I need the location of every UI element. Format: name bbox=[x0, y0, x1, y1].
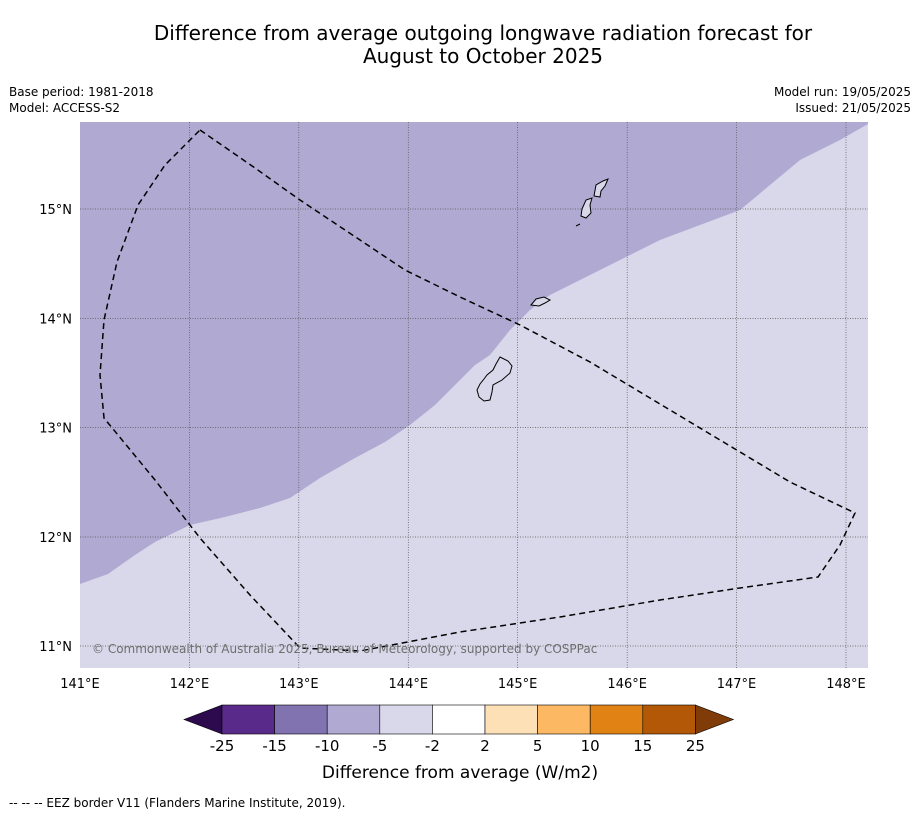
latitude-label: 14°N bbox=[39, 313, 72, 328]
colorbar-bin bbox=[484, 704, 538, 735]
island-saipan bbox=[593, 178, 609, 198]
island-tinian bbox=[580, 197, 593, 219]
colorbar: -25 -15 -10 -5 -2 2 5 10 15 25 bbox=[183, 704, 735, 755]
colorbar-bin bbox=[379, 704, 433, 735]
model-text: Model: ACCESS-S2 bbox=[9, 101, 121, 115]
base-period-text: Base period: 1981-2018 bbox=[9, 85, 154, 99]
longitude-label: 144°E bbox=[389, 677, 429, 692]
colorbar-tick-label: 25 bbox=[686, 737, 705, 755]
island-guam bbox=[476, 356, 513, 402]
colorbar-tick-label: 2 bbox=[480, 737, 490, 755]
title-line-1: Difference from average outgoing longwav… bbox=[153, 21, 813, 45]
colorbar-bin bbox=[326, 704, 381, 735]
longitude-label: 146°E bbox=[607, 677, 647, 692]
colorbar-bin bbox=[642, 704, 696, 735]
meta-right: Model run: 19/05/2025 Issued: 21/05/2025 bbox=[774, 84, 911, 116]
colorbar-bin bbox=[221, 704, 275, 735]
colorbar-tick-label: -5 bbox=[372, 737, 387, 755]
meta-left: Base period: 1981-2018 Model: ACCESS-S2 bbox=[9, 84, 154, 116]
eez-border bbox=[99, 129, 856, 652]
latitude-label: 11°N bbox=[39, 640, 72, 655]
latitude-label: 12°N bbox=[39, 531, 72, 546]
colorbar-bin bbox=[274, 704, 328, 735]
title-line-2: August to October 2025 bbox=[362, 44, 604, 68]
latitude-label: 15°N bbox=[39, 203, 72, 218]
model-run-text: Model run: 19/05/2025 bbox=[773, 85, 911, 99]
longitude-label: 145°E bbox=[498, 677, 538, 692]
dark-region bbox=[80, 122, 868, 584]
colorbar-extend-max bbox=[695, 704, 735, 735]
footnote: -- -- -- EEZ border V11 (Flanders Marine… bbox=[9, 796, 346, 810]
latitude-labels: 15°N 14°N 13°N 12°N 11°N bbox=[39, 203, 72, 655]
light-region-corner bbox=[790, 520, 868, 668]
longitude-label: 141°E bbox=[60, 677, 100, 692]
longitude-label: 147°E bbox=[717, 677, 757, 692]
colorbar-tick-label: 15 bbox=[633, 737, 652, 755]
copyright-text: © Commonwealth of Australia 2025, Bureau… bbox=[92, 642, 597, 656]
issued-text: Issued: 21/05/2025 bbox=[795, 101, 911, 115]
longitude-label: 142°E bbox=[170, 677, 210, 692]
colorbar-bin bbox=[537, 704, 591, 735]
colorbar-bin bbox=[432, 704, 486, 735]
colorbar-tick-label: -10 bbox=[315, 737, 340, 755]
map-panel bbox=[80, 122, 868, 668]
latitude-label: 13°N bbox=[39, 422, 72, 437]
longitude-labels: 141°E 142°E 143°E 144°E 145°E 146°E 147°E 148°E bbox=[60, 677, 866, 692]
longitude-label: 143°E bbox=[279, 677, 319, 692]
colorbar-tick-label: 10 bbox=[581, 737, 600, 755]
colorbar-tick-label: -15 bbox=[262, 737, 287, 755]
colorbar-extend-min bbox=[183, 704, 223, 735]
longitude-label: 148°E bbox=[826, 677, 866, 692]
colorbar-bin bbox=[589, 704, 644, 735]
colorbar-tick-label: 5 bbox=[533, 737, 543, 755]
colorbar-tick-label: -2 bbox=[425, 737, 440, 755]
island-rota bbox=[530, 296, 552, 307]
graticule bbox=[80, 122, 868, 668]
colorbar-tick-label: -25 bbox=[210, 737, 235, 755]
island-aguijan bbox=[575, 223, 581, 227]
islands bbox=[476, 178, 609, 402]
colorbar-label: Difference from average (W/m2) bbox=[322, 763, 598, 783]
map-title: Difference from average outgoing longwav… bbox=[0, 22, 919, 68]
